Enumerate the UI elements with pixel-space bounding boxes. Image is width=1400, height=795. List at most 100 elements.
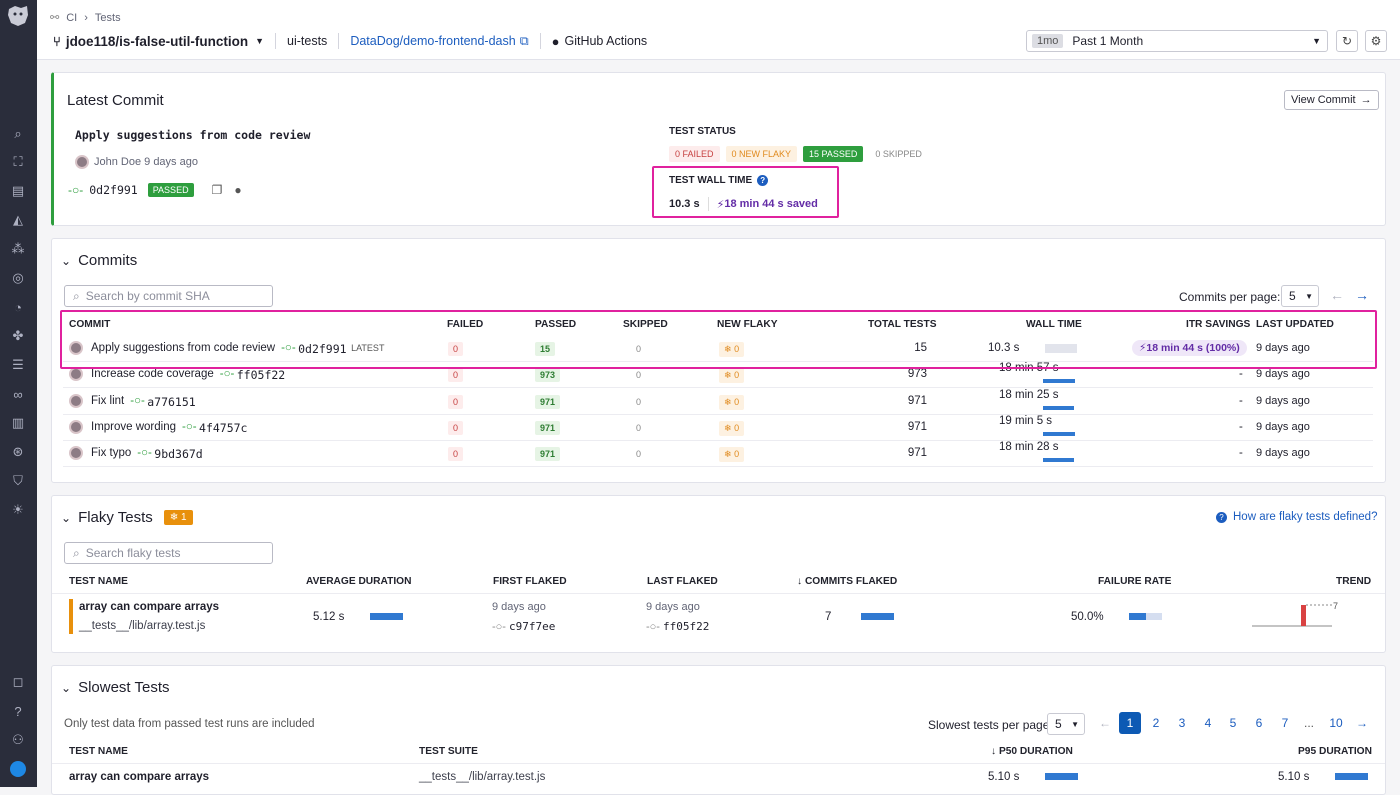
flaky-avg-duration: 5.12 s bbox=[313, 611, 345, 623]
binoculars-icon[interactable]: ⛶ bbox=[13, 154, 23, 169]
commit-sha[interactable]: a776151 bbox=[147, 395, 196, 409]
page-button-5[interactable]: 5 bbox=[1229, 716, 1237, 730]
commit-sha[interactable]: 9bd367d bbox=[154, 447, 203, 461]
metrics-icon[interactable]: ◭ bbox=[13, 212, 23, 227]
col-first-flaked[interactable]: FIRST FLAKED bbox=[493, 576, 567, 587]
time-range-label: Past 1 Month bbox=[1072, 34, 1144, 48]
commits-header[interactable]: ⌄ Commits bbox=[61, 252, 137, 269]
monitors-icon[interactable]: ◎ bbox=[12, 270, 24, 285]
commit-sha[interactable]: ff05f22 bbox=[236, 368, 286, 382]
logs-icon[interactable]: ☰ bbox=[12, 357, 24, 372]
commit-row[interactable]: Increase code coverage -○- ff05f22 0 973 0 ❄ 0… bbox=[63, 362, 1373, 388]
help-icon[interactable]: ? bbox=[14, 703, 22, 719]
commits-title: Commits bbox=[78, 252, 138, 269]
time-range-selector[interactable]: 1mo Past 1 Month ▼ bbox=[1026, 30, 1328, 52]
col-failure-rate[interactable]: FAILURE RATE bbox=[1098, 576, 1172, 587]
flaky-row[interactable]: array can compare arrays __tests__/lib/a… bbox=[52, 593, 1385, 639]
commit-sha[interactable]: 0d2f991 bbox=[89, 183, 138, 197]
new-flaky-badge: ❄ 0 bbox=[719, 368, 745, 383]
page-button-2[interactable]: 2 bbox=[1152, 716, 1160, 730]
notebooks-icon[interactable]: ▥ bbox=[11, 415, 25, 430]
slowest-row[interactable]: array can compare arrays __tests__/lib/a… bbox=[52, 763, 1385, 789]
col-wall-time[interactable]: WALL TIME bbox=[1026, 319, 1082, 330]
apm-icon[interactable]: ◔ bbox=[14, 299, 22, 315]
prev-page-icon[interactable]: ← bbox=[1099, 716, 1111, 730]
last-flaked-sha-row[interactable]: -○- ff05f22 bbox=[646, 620, 709, 633]
refresh-button[interactable]: ↻ bbox=[1336, 30, 1358, 52]
chevron-down-icon: ▼ bbox=[1305, 291, 1313, 301]
col-p50-label: P50 DURATION bbox=[998, 746, 1073, 757]
itr-savings-value: - bbox=[1239, 421, 1243, 433]
col-commits-flaked[interactable]: ↓ COMMITS FLAKED bbox=[797, 576, 897, 587]
commits-flaked-count: 7 bbox=[825, 611, 832, 623]
prev-page-icon[interactable]: ← bbox=[1330, 287, 1344, 303]
copy-icon[interactable]: ❐ bbox=[211, 183, 223, 197]
next-page-icon[interactable]: → bbox=[1356, 716, 1368, 730]
settings-button[interactable]: ⚙ bbox=[1365, 30, 1387, 52]
team-icon[interactable]: ⚇ bbox=[12, 732, 24, 747]
col-new-flaky[interactable]: NEW FLAKY bbox=[717, 319, 778, 330]
page-button-6[interactable]: 6 bbox=[1255, 716, 1263, 730]
col-passed[interactable]: PASSED bbox=[535, 319, 577, 330]
col-average-duration[interactable]: AVERAGE DURATION bbox=[306, 576, 412, 587]
flaky-help-link[interactable]: ? How are flaky tests defined? bbox=[1216, 511, 1377, 523]
security-icon[interactable]: ⛉ bbox=[13, 473, 23, 488]
commit-row[interactable]: Fix lint -○- a776151 0 971 0 ❄ 0 971 18 min 25 s… bbox=[63, 389, 1373, 415]
infrastructure-icon[interactable]: ✤ bbox=[12, 328, 24, 343]
col-itr-savings[interactable]: ITR SAVINGS bbox=[1186, 319, 1251, 330]
wall-time-value: 18 min 25 s bbox=[999, 389, 1059, 401]
total-tests: 15 bbox=[914, 342, 927, 354]
col-p50-duration[interactable]: ↓ P50 DURATION bbox=[991, 746, 1073, 757]
next-page-icon[interactable]: → bbox=[1355, 287, 1369, 303]
external-link-icon[interactable]: ⧉ bbox=[519, 33, 529, 48]
github-icon[interactable]: ● bbox=[234, 183, 242, 197]
page-button-4[interactable]: 4 bbox=[1204, 716, 1212, 730]
col-skipped[interactable]: SKIPPED bbox=[623, 319, 668, 330]
first-flaked-sha-row[interactable]: -○- c97f7ee bbox=[492, 620, 555, 633]
highlight-wall-time bbox=[652, 166, 839, 218]
commit-sha[interactable]: 4f4757c bbox=[199, 421, 248, 435]
slowest-per-page-select[interactable]: 5 ▼ bbox=[1047, 713, 1085, 735]
wall-time-track bbox=[1045, 344, 1077, 353]
integrations-icon[interactable]: ⁂ bbox=[11, 241, 25, 256]
commit-search-input[interactable]: ⌕ Search by commit SHA bbox=[64, 285, 273, 307]
col-p95-duration[interactable]: P95 DURATION bbox=[1298, 746, 1372, 757]
col-last-flaked[interactable]: LAST FLAKED bbox=[647, 576, 718, 587]
page-button-1[interactable]: 1 bbox=[1119, 712, 1141, 734]
ci-icon[interactable]: ∞ bbox=[13, 386, 23, 402]
commit-row[interactable]: Improve wording -○- 4f4757c 0 971 0 ❄ 0 971 19 m… bbox=[63, 415, 1373, 441]
slowest-header[interactable]: ⌄ Slowest Tests bbox=[61, 679, 170, 696]
rum-icon[interactable]: ☀ bbox=[12, 502, 24, 517]
view-commit-button[interactable]: View Commit → bbox=[1284, 90, 1379, 110]
p50-value: 5.10 s bbox=[988, 771, 1020, 783]
avg-duration-bar bbox=[370, 613, 403, 620]
chat-icon[interactable]: ◻ bbox=[12, 674, 24, 689]
commit-row[interactable]: Apply suggestions from code review -○- 0d2… bbox=[63, 336, 1373, 362]
commit-row[interactable]: Fix typo -○- 9bd367d 0 971 0 ❄ 0 971 18 min 28 s… bbox=[63, 441, 1373, 467]
flaky-header[interactable]: ⌄ Flaky Tests ❄ 1 bbox=[61, 509, 193, 526]
passed-badge: 971 bbox=[535, 447, 561, 461]
col-total-tests[interactable]: TOTAL TESTS bbox=[868, 319, 937, 330]
datadog-logo-icon[interactable] bbox=[5, 3, 31, 29]
commits-per-page-select[interactable]: 5 ▼ bbox=[1281, 285, 1319, 307]
synthetics-icon[interactable]: ⊛ bbox=[12, 444, 24, 459]
dashboards-icon[interactable]: ▤ bbox=[11, 183, 25, 198]
branch-selector[interactable]: ⑂ jdoe118/is-false-util-function ▼ bbox=[53, 34, 264, 49]
commit-author: John Doe 9 days ago bbox=[94, 156, 198, 168]
snowflake-icon: ❄ bbox=[724, 449, 732, 459]
col-last-updated[interactable]: LAST UPDATED bbox=[1256, 319, 1334, 330]
search-icon[interactable]: ⌕ bbox=[14, 126, 22, 141]
flaky-search-input[interactable]: ⌕ Search flaky tests bbox=[64, 542, 273, 564]
breadcrumb-ci[interactable]: CI bbox=[66, 11, 78, 24]
commits-per-page-label: Commits per page: bbox=[1179, 290, 1281, 304]
col-failed[interactable]: FAILED bbox=[447, 319, 484, 330]
new-flaky-count: 0 bbox=[734, 423, 740, 433]
user-avatar-icon[interactable] bbox=[8, 759, 28, 779]
page-button-7[interactable]: 7 bbox=[1281, 716, 1289, 730]
latest-commit-card: Latest Commit View Commit → Apply suggest… bbox=[51, 72, 1386, 226]
help-icon[interactable]: ? bbox=[757, 175, 769, 186]
page-button-10[interactable]: 10 bbox=[1329, 716, 1343, 730]
page-button-3[interactable]: 3 bbox=[1178, 716, 1186, 730]
repo-link[interactable]: DataDog/demo-frontend-dash bbox=[350, 34, 516, 48]
commit-sha[interactable]: 0d2f991 bbox=[298, 342, 347, 356]
